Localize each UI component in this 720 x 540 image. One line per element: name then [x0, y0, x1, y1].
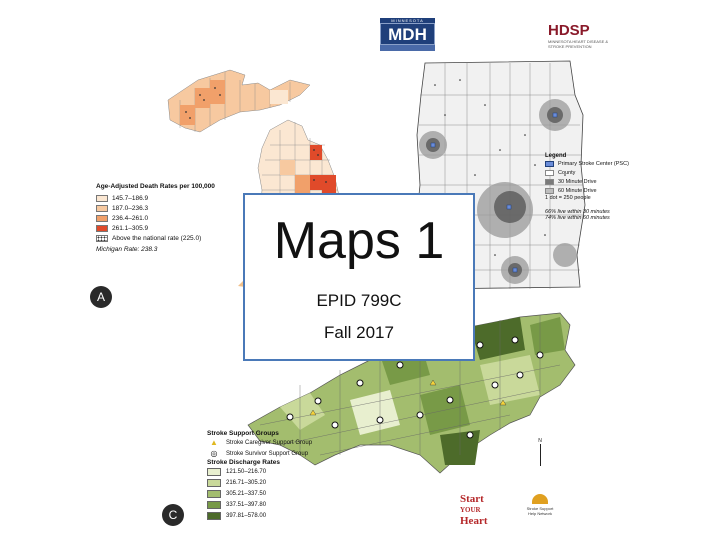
stroke-center-icon [545, 160, 554, 167]
hdsp-logo-mark: HDSP [548, 22, 590, 39]
legend-swatch [207, 489, 221, 498]
nc-rate-row: 397.81–578.00 [207, 510, 347, 521]
nc-rate-row: 121.50–216.70 [207, 466, 347, 477]
legend-swatch [207, 500, 221, 509]
north-arrow-line [539, 444, 541, 466]
north-label: N [538, 438, 542, 444]
legend-swatch [207, 467, 221, 476]
mdh-logo: MINNESOTA MDH [380, 18, 435, 52]
coverage-30-note: 66% live within 30 minutes [545, 209, 610, 215]
michigan-legend-row: 145.7–186.9 [96, 193, 236, 203]
legend-label: 30 Minute Drive [558, 178, 597, 185]
panel-a-badge: A [90, 286, 112, 308]
minnesota-legend-row: County [545, 168, 655, 177]
title-card: Maps 1 EPID 799C Fall 2017 [243, 193, 475, 361]
minnesota-legend-row: Primary Stroke Center (PSC) [545, 159, 655, 168]
nc-group-row: ▲ Stroke Caregiver Support Group [207, 437, 347, 448]
legend-swatch [96, 224, 108, 232]
legend-label: Primary Stroke Center (PSC) [558, 160, 629, 167]
legend-label: 236.4–261.0 [112, 214, 149, 222]
legend-swatch [207, 478, 221, 487]
start-your-heart-line3: Heart [460, 515, 488, 527]
minnesota-legend: Legend Primary Stroke Center (PSC) Count… [545, 153, 655, 221]
legend-label: 261.1–305.9 [112, 224, 149, 232]
michigan-legend-row: 261.1–305.9 [96, 223, 236, 233]
legend-swatch [96, 194, 108, 202]
legend-label: County [558, 169, 576, 176]
slide-title: Maps 1 [273, 212, 445, 270]
michigan-state-rate: Michigan Rate: 238.3 [96, 246, 158, 253]
legend-label: 305.21–337.50 [226, 490, 267, 497]
legend-label: Above the national rate (225.0) [112, 234, 202, 242]
coverage-60-note: 74% live within 60 minutes [545, 215, 610, 221]
legend-swatch [96, 204, 108, 212]
legend-swatch [545, 178, 554, 185]
michigan-legend-row: Above the national rate (225.0) [96, 233, 236, 243]
nc-group-row: ◎ Stroke Survivor Support Group [207, 448, 347, 459]
legend-label: 216.71–305.20 [226, 479, 267, 486]
legend-label: Stroke Caregiver Support Group [226, 439, 313, 446]
legend-swatch [545, 187, 554, 194]
nc-rate-row: 305.21–337.50 [207, 488, 347, 499]
caregiver-group-icon: ▲ [210, 438, 218, 447]
legend-label: 60 Minute Drive [558, 187, 597, 194]
legend-swatch [545, 169, 554, 176]
legend-label: 337.51–397.80 [226, 501, 267, 508]
hdsp-logo: HDSP MINNESOTA HEART DISEASE & STROKE PR… [548, 22, 618, 52]
michigan-legend: Age-Adjusted Death Rates per 100,000 145… [96, 183, 236, 253]
legend-swatch [207, 511, 221, 520]
minnesota-legend-title: Legend [545, 153, 567, 159]
north-arrow-icon: N [535, 438, 545, 468]
dot-density-note: 1 dot = 250 people [545, 195, 591, 201]
nc-partner-text: Stroke Support Help Network [526, 506, 554, 516]
start-your-heart-line2: YOUR [460, 506, 481, 514]
legend-label: 121.50–216.70 [226, 468, 267, 475]
nc-rate-row: 337.51–397.80 [207, 499, 347, 510]
mdh-logo-mark: MDH [380, 23, 435, 45]
nc-rates-title: Stroke Discharge Rates [207, 459, 280, 466]
minnesota-legend-row: 60 Minute Drive [545, 186, 655, 195]
legend-label: 145.7–186.9 [112, 194, 149, 202]
nc-rate-row: 216.71–305.20 [207, 477, 347, 488]
start-your-heart-logo: Start YOUR Heart [460, 493, 508, 527]
legend-label: 397.81–578.00 [226, 512, 267, 519]
michigan-legend-row: 187.0–236.3 [96, 203, 236, 213]
michigan-legend-title: Age-Adjusted Death Rates per 100,000 [96, 183, 215, 190]
nc-partner-logo: Stroke Support Help Network [522, 494, 558, 524]
legend-swatch-dotted [96, 234, 108, 242]
hdsp-logo-subtitle: MINNESOTA HEART DISEASE & STROKE PREVENT… [548, 39, 609, 49]
sun-icon [532, 494, 548, 504]
panel-c-badge: C [162, 504, 184, 526]
legend-label: Stroke Survivor Support Group [226, 450, 309, 457]
nc-groups-title: Stroke Support Groups [207, 430, 279, 437]
legend-swatch [96, 214, 108, 222]
north-carolina-map [247, 312, 576, 474]
term-label: Fall 2017 [324, 323, 394, 342]
nc-legend: Stroke Support Groups ▲ Stroke Caregiver… [207, 430, 347, 521]
mdh-logo-band [380, 45, 435, 51]
michigan-legend-row: 236.4–261.0 [96, 213, 236, 223]
start-your-heart-line1: Start [460, 493, 484, 505]
survivor-group-icon: ◎ [210, 449, 218, 458]
legend-label: 187.0–236.3 [112, 204, 149, 212]
minnesota-legend-row: 30 Minute Drive [545, 177, 655, 186]
mdh-logo-top-text: MINNESOTA [380, 18, 435, 23]
course-label: EPID 799C [316, 291, 402, 310]
